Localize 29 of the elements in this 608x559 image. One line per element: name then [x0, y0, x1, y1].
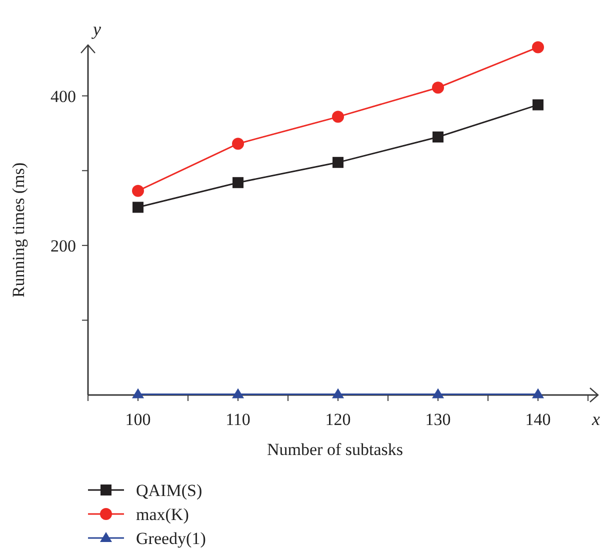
point [432, 82, 444, 94]
y-axis-title: Running times (ms) [9, 162, 28, 298]
point [232, 138, 244, 150]
point [332, 110, 344, 123]
point [132, 202, 144, 213]
point [132, 184, 144, 197]
legend-label: Greedy(1) [136, 529, 206, 548]
x-tick-label: 140 [525, 410, 551, 429]
x-axis-title: Number of subtasks [267, 440, 403, 459]
point [532, 388, 544, 398]
point [432, 388, 444, 398]
y-tick-label: 200 [50, 236, 76, 256]
point [532, 99, 544, 110]
point [332, 156, 344, 168]
x-tick-label: 130 [425, 410, 451, 429]
point [532, 41, 544, 54]
point [332, 388, 344, 398]
text: x [591, 409, 600, 429]
x-tick-label: 100 [125, 410, 151, 429]
point [432, 131, 444, 142]
x-tick-label: 110 [226, 410, 250, 429]
text: y [91, 19, 101, 39]
legend-label: QAIM(S) [136, 481, 202, 500]
point [132, 388, 144, 398]
y-tick-label: 400 [50, 86, 76, 106]
point [232, 388, 244, 398]
x-tick-label: 120 [325, 410, 351, 429]
point [232, 177, 244, 188]
legend-label: max(K) [136, 505, 189, 524]
